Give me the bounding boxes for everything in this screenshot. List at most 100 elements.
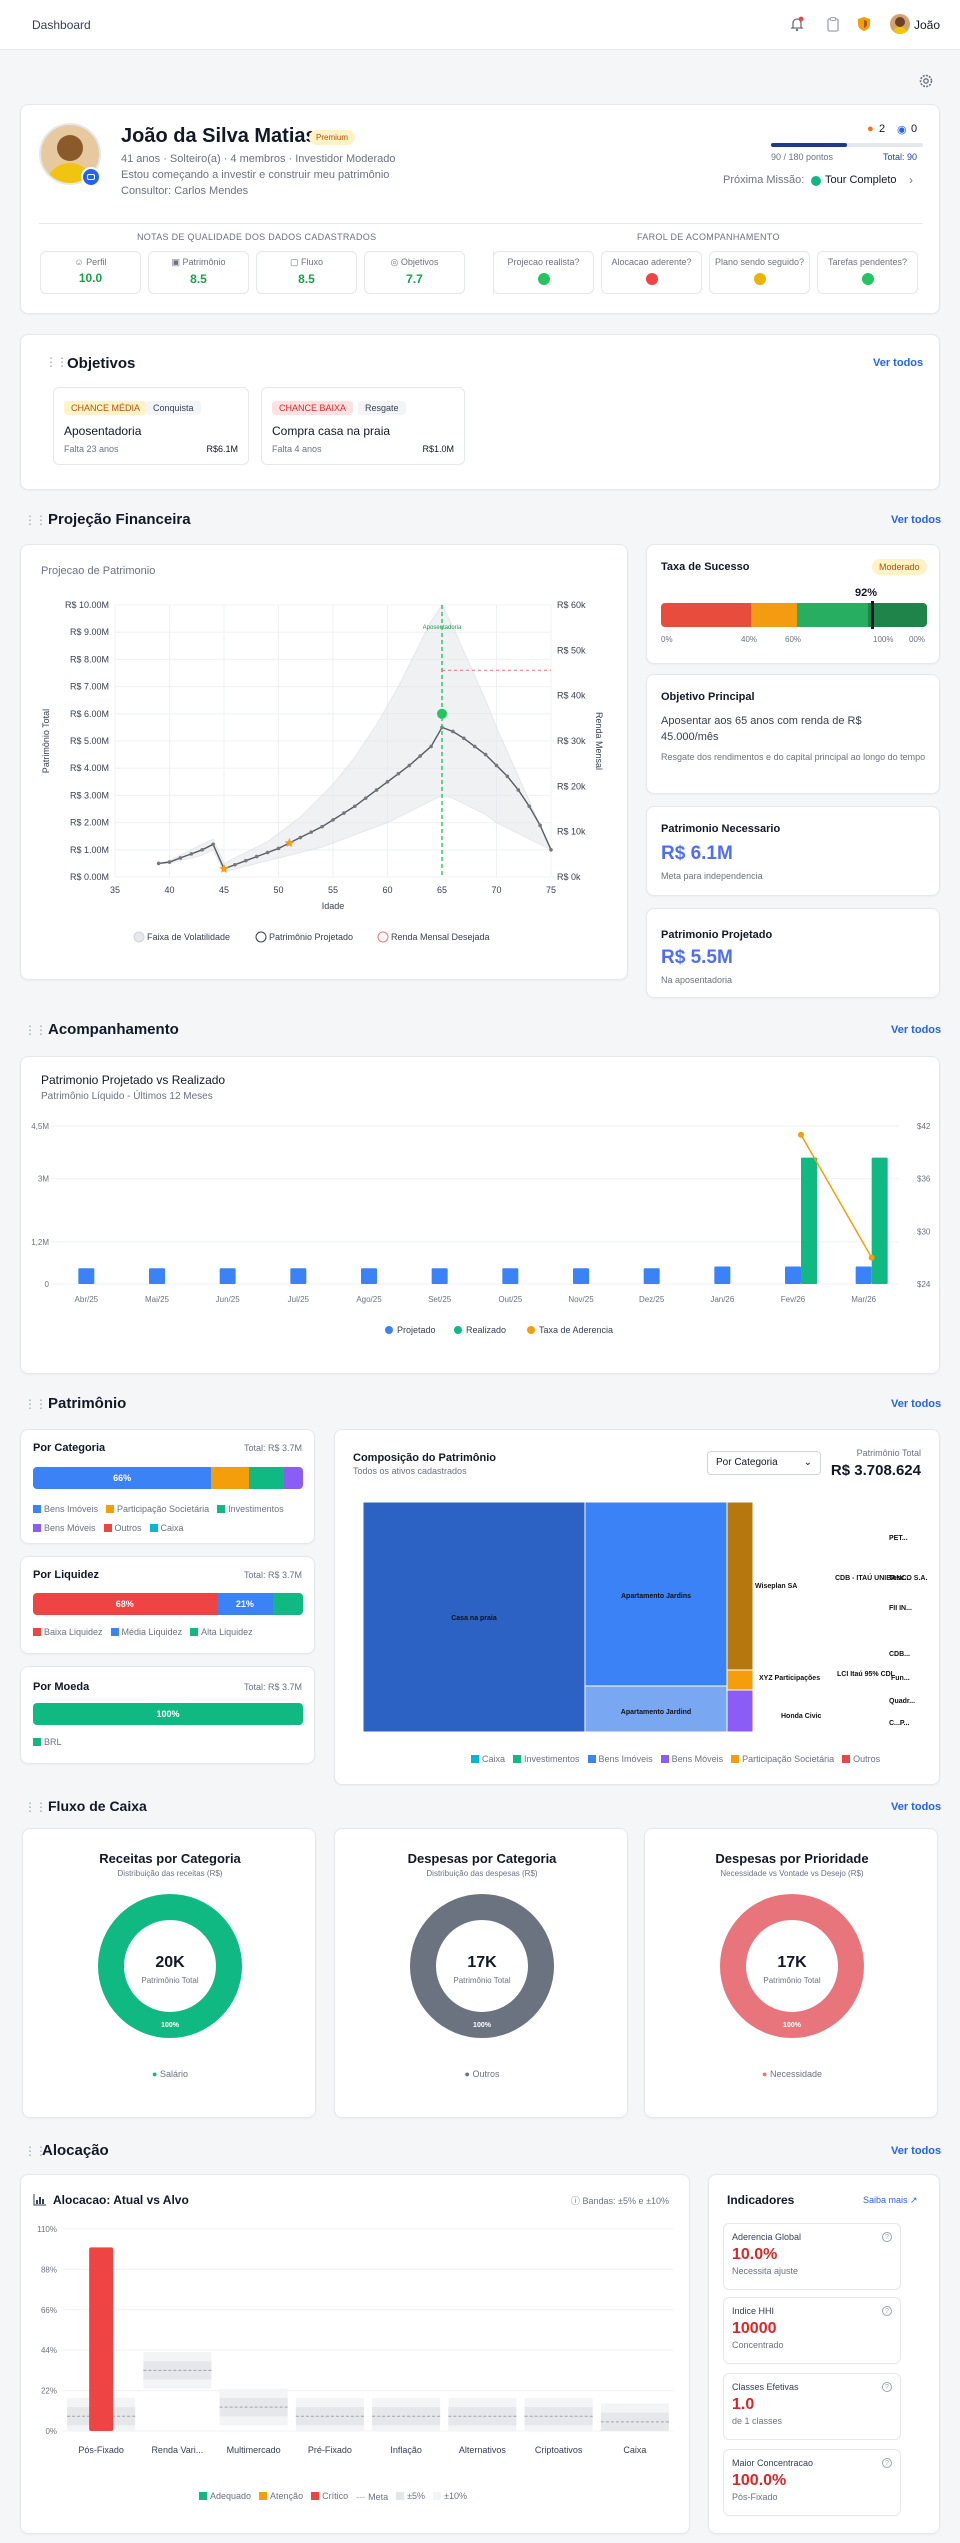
objetivos-ver-todos[interactable]: Ver todos	[873, 357, 924, 369]
quality-fluxo[interactable]: ▢ Fluxo 8.5	[256, 251, 357, 294]
gear-icon[interactable]	[918, 73, 934, 89]
donut-center-value: 17K	[467, 1954, 497, 1971]
chart-subtitle: Patrimônio Líquido - Últimos 12 Meses	[41, 1091, 213, 1102]
alocacao-title: Alocação	[42, 2142, 109, 2159]
band-5	[372, 2407, 441, 2426]
legend-label: Realizado	[466, 1325, 506, 1335]
shield-icon[interactable]	[856, 16, 872, 32]
quality-perfil[interactable]: ☺ Perfil 10.0	[40, 251, 141, 294]
bar-segment: 66%	[33, 1467, 212, 1489]
farol-projecao[interactable]: Projecao realista?	[493, 251, 594, 294]
chevron-right-icon[interactable]: ›	[909, 173, 913, 187]
projecao-title: Projeção Financeira	[48, 511, 191, 528]
user-avatar[interactable]	[890, 14, 910, 34]
x-tick-label: 65	[437, 885, 447, 895]
x-tick-label: 35	[110, 885, 120, 895]
projetado-bar	[785, 1266, 801, 1284]
quality-patrimonio[interactable]: ▣ Patrimônio 8.5	[148, 251, 249, 294]
bank-icon: ▣	[171, 257, 180, 267]
projetado-bar	[431, 1268, 448, 1284]
moeda-bar: 100%	[33, 1703, 303, 1725]
x-tick-label: Fev/26	[781, 1295, 806, 1304]
fluxo-ver-todos[interactable]: Ver todos	[891, 1801, 942, 1813]
acompanhamento-ver-todos[interactable]: Ver todos	[891, 1024, 942, 1036]
farol-plano[interactable]: Plano sendo seguido?	[709, 251, 810, 294]
legend: Caixa Investimentos Bens Imóveis Bens Móvei…	[471, 1754, 888, 1765]
band-5	[219, 2397, 288, 2417]
treemap-cell	[362, 1501, 586, 1733]
treemap: Casa na praia Apartamento Jardins Apartame…	[362, 1501, 927, 1733]
retirement-point	[437, 708, 447, 719]
data-point	[527, 804, 531, 809]
category-select[interactable]: Por Categoria ⌄	[707, 1451, 821, 1475]
y-tick-label: R$ 10.00M	[65, 600, 109, 610]
card-title: Receitas por Categoria	[99, 1851, 241, 1866]
quality-objetivos[interactable]: ◎ Objetivos 7.7	[364, 251, 465, 294]
y2-tick-label: $42	[917, 1122, 931, 1131]
x-tick-label: Alternativos	[459, 2445, 507, 2455]
alocacao-ver-todos[interactable]: Ver todos	[891, 2145, 942, 2157]
drag-handle-icon[interactable]: ⋮⋮	[24, 1800, 47, 1814]
data-point	[200, 848, 204, 852]
drag-handle-icon[interactable]: ⋮⋮	[24, 1023, 47, 1037]
y2-tick-label: R$ 60k	[557, 600, 586, 610]
bell-icon[interactable]	[789, 16, 805, 32]
card-sub: Todos os ativos cadastrados	[353, 1466, 467, 1476]
objetivo-card[interactable]: CHANCE BAIXA Resgate Compra casa na prai…	[261, 387, 465, 465]
y-tick-label: 44%	[41, 2346, 57, 2355]
status-dot	[537, 273, 550, 285]
x-tick-label: Renda Vari...	[151, 2445, 203, 2455]
y-tick-label: R$ 6.00M	[70, 709, 109, 719]
retirement-label: Aposentadoria	[423, 625, 462, 631]
data-point	[483, 752, 488, 757]
aderencia-line	[800, 1134, 873, 1259]
patrimonio-ver-todos[interactable]: Ver todos	[891, 1398, 942, 1410]
legend: ● Necessidade	[762, 2069, 822, 2079]
x-tick-label: Inflação	[390, 2445, 422, 2455]
next-mission-link[interactable]: Tour Completo	[825, 174, 897, 186]
legend-label: Faixa de Volatilidade	[147, 932, 230, 942]
legend: ● Salário	[152, 2069, 188, 2079]
objetivo-card[interactable]: CHANCE MÉDIA Conquista Aposentadoria Fal…	[53, 387, 249, 465]
legend: Adequado Atenção Crítico --- Meta ±5% ±10%	[199, 2491, 475, 2502]
objetivo-principal-sub: Resgate dos rendimentos e do capital pri…	[661, 752, 926, 762]
farol-tarefas[interactable]: Tarefas pendentes?	[817, 251, 918, 294]
drag-handle-icon[interactable]: ⋮⋮	[24, 513, 47, 527]
projetado-bar	[149, 1268, 165, 1284]
data-point	[254, 854, 259, 859]
clipboard-icon[interactable]	[825, 16, 841, 32]
data-point	[407, 763, 412, 768]
projetado-bar	[290, 1268, 307, 1284]
profile-bio: Estou começando a investir e construir m…	[121, 169, 390, 181]
event-marker	[284, 838, 295, 848]
tick: 40%	[741, 635, 758, 644]
data-point	[549, 848, 553, 852]
saiba-mais-link[interactable]: Saiba mais ↗	[863, 2195, 918, 2205]
drag-handle-icon[interactable]: ⋮⋮	[24, 1397, 47, 1411]
data-point	[265, 850, 270, 855]
treemap-label: FII IN...	[889, 1605, 912, 1612]
realizado-bar	[871, 1157, 888, 1284]
data-point	[538, 823, 542, 828]
type-badge: Resgate	[358, 401, 406, 415]
chance-badge: CHANCE MÉDIA	[64, 401, 148, 415]
user-name[interactable]: João	[914, 18, 941, 32]
card-title: Por Categoria	[33, 1442, 106, 1454]
projecao-ver-todos[interactable]: Ver todos	[891, 514, 942, 526]
total-value: R$ 3.708.624	[830, 1462, 921, 1479]
camera-icon[interactable]	[81, 167, 101, 187]
page-title: Dashboard	[32, 18, 91, 32]
data-point	[178, 856, 183, 860]
farol-alocacao[interactable]: Alocacao aderente?	[601, 251, 702, 294]
drag-handle-icon[interactable]: ⋮⋮	[24, 2144, 47, 2158]
x-tick-label: Jul/25	[288, 1295, 310, 1304]
legend-label: Patrimônio Projetado	[269, 932, 353, 942]
y-tick-label: 4,5M	[31, 1122, 49, 1131]
treemap-cell	[584, 1501, 728, 1687]
objetivos-title: Objetivos	[67, 355, 136, 372]
drag-handle-icon[interactable]: ⋮⋮	[45, 355, 68, 369]
external-link-icon: ↗	[910, 2195, 918, 2205]
treemap-label: Honda Civic	[781, 1713, 822, 1720]
data-point	[494, 763, 499, 768]
objetivo-value: R$1.0M	[422, 444, 454, 454]
